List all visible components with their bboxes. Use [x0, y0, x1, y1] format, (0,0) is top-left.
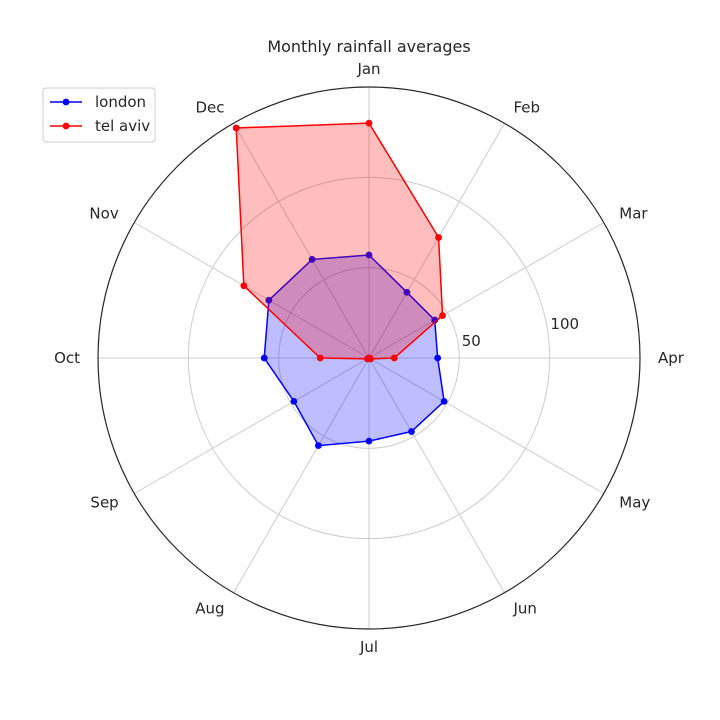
legend: london tel aviv	[42, 87, 156, 143]
month-label-oct: Oct	[54, 349, 80, 367]
month-label-mar: Mar	[619, 205, 648, 223]
month-label-apr: Apr	[658, 349, 685, 367]
data-point-london-dec	[308, 256, 316, 263]
angular-gridline	[134, 222, 370, 359]
angular-gridline	[368, 357, 604, 494]
data-point-london-feb	[403, 288, 411, 296]
data-point-london-jul	[365, 437, 373, 445]
chart-title: Monthly rainfall averages	[267, 37, 470, 56]
angular-gridline	[368, 123, 505, 359]
month-label-feb: Feb	[514, 99, 541, 117]
data-point-london-may	[440, 397, 448, 405]
angular-gridline	[233, 123, 370, 359]
data-point-tel-aviv-mar	[439, 312, 446, 319]
series-area-tel-aviv	[236, 123, 443, 359]
series-layer	[232, 119, 448, 450]
data-point-tel-aviv-oct	[316, 354, 324, 362]
radial-tick-label: 100	[550, 315, 579, 333]
angular-gridline	[368, 357, 505, 593]
month-label-dec: Dec	[195, 99, 224, 117]
month-label-sep: Sep	[90, 494, 118, 512]
data-point-london-aug	[315, 442, 322, 450]
data-point-tel-aviv-dec	[232, 124, 240, 132]
angular-gridline	[368, 222, 604, 359]
angular-gridline	[233, 357, 370, 593]
series-area-london	[264, 255, 445, 446]
polar-grid	[97, 86, 641, 630]
radial-tick-label: 50	[462, 332, 481, 350]
month-label-jul: Jul	[359, 638, 378, 656]
radial-tick-labels: 50 100	[462, 315, 579, 350]
data-point-tel-aviv-apr	[390, 354, 398, 362]
data-point-london-oct	[260, 354, 268, 362]
data-point-london-jun	[408, 428, 415, 435]
month-label-may: May	[619, 494, 650, 512]
legend-marker-london	[62, 98, 70, 106]
data-point-tel-aviv-sep	[364, 355, 371, 363]
data-point-tel-aviv-feb	[435, 234, 442, 241]
data-point-tel-aviv-jan	[365, 119, 373, 127]
legend-marker-tel-aviv	[62, 122, 70, 130]
outer-frame	[97, 86, 641, 630]
legend-label-tel-aviv: tel aviv	[95, 117, 150, 135]
data-point-london-nov	[265, 296, 273, 304]
data-point-london-sep	[290, 397, 298, 405]
data-point-london-apr	[434, 354, 442, 362]
month-label-jun: Jun	[513, 599, 537, 617]
month-label-nov: Nov	[89, 205, 118, 223]
legend-label-london: london	[95, 93, 146, 111]
month-label-aug: Aug	[195, 599, 224, 617]
data-point-london-jan	[365, 251, 373, 259]
angular-gridline	[134, 357, 370, 494]
month-label-jan: Jan	[356, 60, 380, 78]
month-labels: Jan Feb Mar Apr May Jun Jul Aug Sep Oct Nov Dec	[54, 60, 685, 656]
data-point-tel-aviv-nov	[240, 282, 248, 290]
